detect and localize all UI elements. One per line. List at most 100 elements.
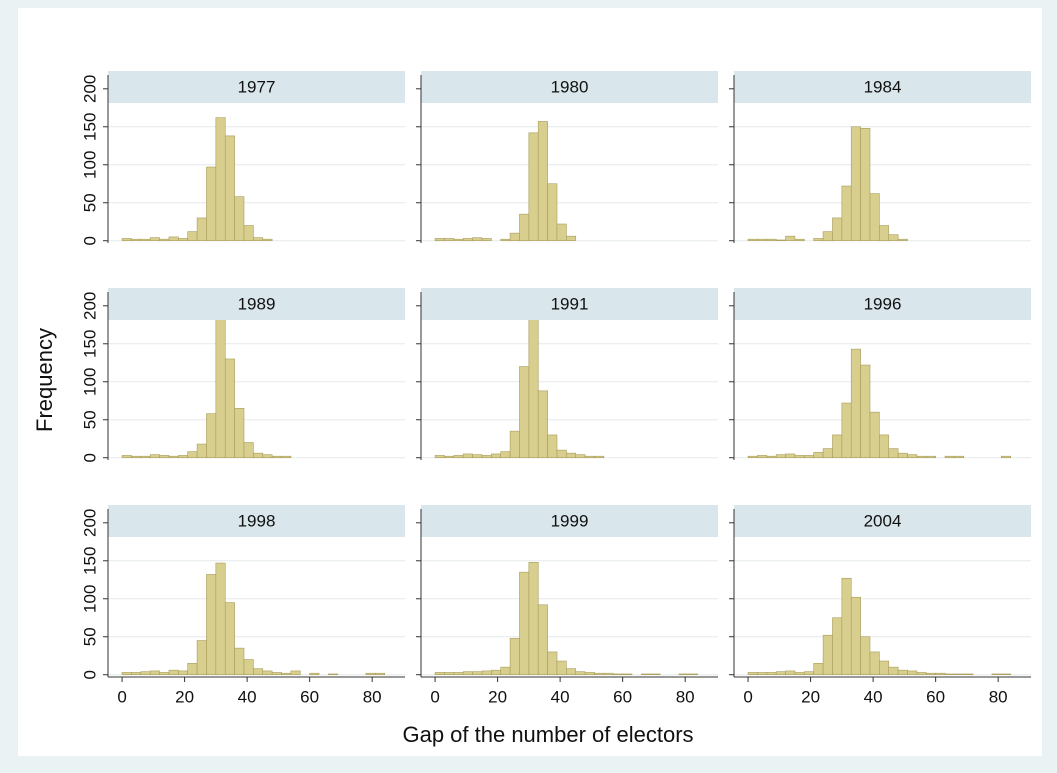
- bar: [472, 671, 483, 676]
- bar: [281, 455, 292, 459]
- bar: [935, 672, 946, 676]
- facet-header: [421, 505, 718, 537]
- bar: [556, 223, 567, 242]
- y-tick-label: 100: [80, 585, 99, 613]
- bar: [519, 571, 530, 676]
- facet-header: [734, 288, 1031, 320]
- bar: [262, 454, 273, 459]
- bar: [121, 672, 132, 676]
- bar: [224, 135, 235, 242]
- bar: [1000, 455, 1011, 459]
- x-tick-label: 80: [676, 687, 695, 706]
- bar: [444, 238, 455, 242]
- bar: [785, 670, 796, 676]
- bar: [528, 310, 539, 459]
- facet-title: 1991: [551, 294, 589, 313]
- x-tick-label: 0: [743, 687, 752, 706]
- bar: [224, 602, 235, 676]
- bar: [168, 669, 179, 676]
- bar: [832, 434, 843, 459]
- facet-title: 1980: [551, 77, 589, 96]
- bar: [832, 617, 843, 676]
- y-tick-label: 150: [80, 547, 99, 575]
- y-tick-label: 200: [80, 75, 99, 103]
- bar: [234, 196, 245, 242]
- bar: [537, 121, 548, 242]
- y-tick-label: 150: [80, 113, 99, 141]
- bar: [434, 455, 445, 459]
- x-tick-label: 40: [551, 687, 570, 706]
- y-tick-label: 150: [80, 330, 99, 358]
- bar: [650, 673, 661, 676]
- x-tick-label: 20: [488, 687, 507, 706]
- bar: [444, 455, 455, 459]
- facet-title: 1999: [551, 511, 589, 530]
- bar: [850, 348, 861, 459]
- bar: [860, 636, 871, 676]
- bar: [519, 366, 530, 459]
- bar: [481, 455, 492, 459]
- bar: [822, 448, 833, 459]
- bar: [481, 238, 492, 242]
- bar: [822, 634, 833, 676]
- bar: [462, 671, 473, 676]
- bar: [841, 402, 852, 459]
- facet-header: [108, 505, 405, 537]
- bar: [566, 235, 577, 242]
- y-tick-label: 0: [80, 670, 99, 679]
- bar: [206, 413, 217, 459]
- bar: [575, 671, 586, 676]
- bar: [281, 672, 292, 676]
- y-tick-label: 100: [80, 368, 99, 396]
- bar: [537, 604, 548, 676]
- bar: [775, 671, 786, 676]
- bar: [897, 238, 908, 242]
- bar: [159, 238, 170, 242]
- bar: [687, 673, 698, 676]
- bar: [584, 672, 595, 676]
- bar: [794, 455, 805, 459]
- bar: [897, 669, 908, 676]
- bar: [888, 666, 899, 676]
- bar: [775, 454, 786, 459]
- bar: [785, 235, 796, 242]
- bar: [813, 238, 824, 242]
- y-tick-label: 50: [80, 410, 99, 429]
- facet-title: 1984: [864, 77, 902, 96]
- bar: [131, 238, 142, 242]
- facet-title: 2004: [864, 511, 902, 530]
- bar: [841, 185, 852, 242]
- bar: [869, 651, 880, 676]
- bar: [453, 238, 464, 242]
- bar: [196, 640, 207, 676]
- bar: [243, 442, 254, 459]
- bar: [897, 452, 908, 459]
- bar: [491, 669, 502, 676]
- bar: [850, 126, 861, 242]
- bar: [528, 132, 539, 242]
- y-tick-label: 50: [80, 627, 99, 646]
- x-tick-label: 80: [363, 687, 382, 706]
- bar: [262, 670, 273, 676]
- bar: [121, 238, 132, 242]
- bar: [328, 673, 339, 676]
- bar: [879, 660, 890, 676]
- bar: [187, 451, 198, 459]
- bar: [149, 670, 160, 676]
- bar: [253, 237, 264, 242]
- bar: [907, 454, 918, 459]
- bar: [140, 671, 151, 676]
- bar: [757, 455, 768, 459]
- bar: [519, 213, 530, 242]
- bar: [481, 670, 492, 676]
- bar: [879, 434, 890, 459]
- bar: [187, 663, 198, 676]
- bar: [206, 166, 217, 242]
- bar: [509, 232, 520, 242]
- bar: [253, 668, 264, 676]
- bar: [215, 562, 226, 676]
- bar: [794, 238, 805, 242]
- bar: [832, 217, 843, 242]
- bar: [224, 358, 235, 459]
